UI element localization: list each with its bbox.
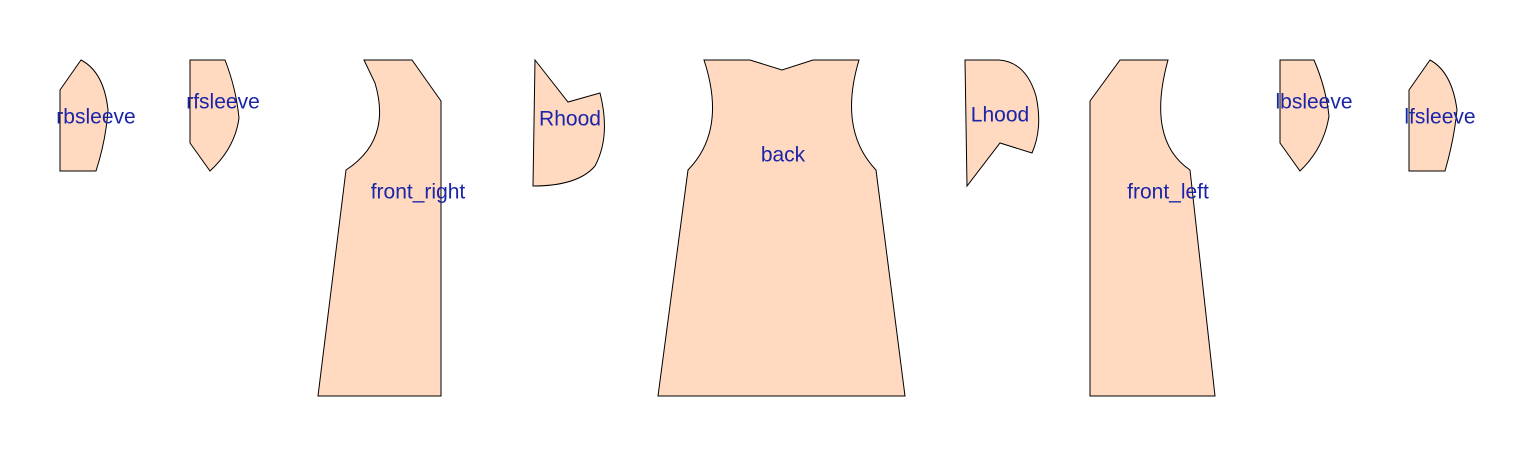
piece-lfsleeve-label: lfsleeve (1404, 106, 1475, 129)
piece-lhood: Lhood (964, 59, 1040, 188)
piece-front-right-shape (317, 59, 442, 397)
piece-back-shape (657, 59, 906, 397)
piece-rhood: Rhood (532, 58, 605, 187)
piece-rbsleeve: rbsleeve (56, 59, 136, 172)
piece-lbsleeve: lbsleeve (1275, 59, 1353, 172)
piece-front-left: front_left (1089, 59, 1216, 397)
piece-front-right: front_right (317, 59, 466, 397)
piece-back-label: back (761, 144, 806, 167)
piece-rfsleeve-label: rfsleeve (186, 91, 260, 114)
piece-front-left-label: front_left (1127, 181, 1209, 204)
piece-rbsleeve-shape (59, 59, 109, 172)
piece-lbsleeve-shape (1279, 59, 1330, 172)
piece-lfsleeve-shape (1408, 59, 1458, 172)
piece-lfsleeve: lfsleeve (1404, 59, 1476, 172)
piece-rfsleeve: rfsleeve (186, 59, 260, 172)
piece-rbsleeve-label: rbsleeve (56, 106, 135, 129)
piece-lbsleeve-label: lbsleeve (1275, 91, 1352, 114)
piece-rhood-shape (532, 58, 605, 187)
piece-lhood-shape (964, 59, 1040, 188)
piece-front-right-label: front_right (371, 181, 466, 204)
piece-rhood-label: Rhood (539, 108, 601, 131)
piece-back: back (657, 59, 906, 397)
piece-front-left-shape (1089, 59, 1216, 397)
piece-rfsleeve-shape (189, 59, 240, 172)
piece-lhood-label: Lhood (971, 104, 1029, 127)
